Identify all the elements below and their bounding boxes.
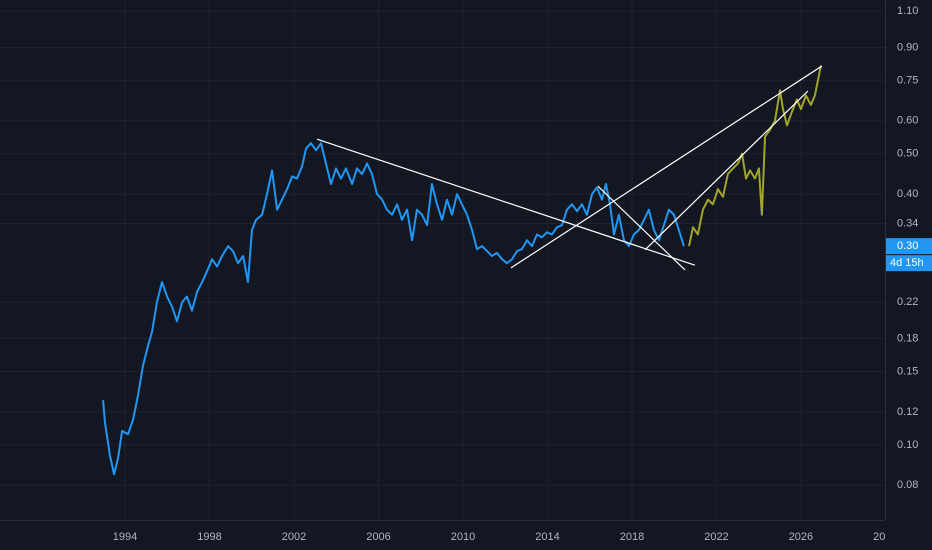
trend-line: [644, 90, 809, 251]
y-tick-label: 0.15: [897, 365, 918, 377]
trend-line: [316, 138, 696, 266]
line-series: [688, 65, 822, 247]
axes: 1.10 0.90 0.75 0.60 0.50 0.40 0.34 0.22 0.18 0.15…: [113, 5, 932, 550]
y-tick-label: 0.08: [897, 479, 918, 491]
countdown-label: 4d 15h: [890, 257, 924, 269]
y-tick-label: 0.40: [897, 188, 918, 200]
axis-panel: [886, 521, 932, 550]
last-price-label: 0.30: [897, 240, 918, 252]
y-tick-label: 0.75: [897, 74, 918, 86]
y-tick-label: 1.10: [897, 5, 918, 17]
y-tick-label: 0.60: [897, 115, 918, 127]
trend-line: [597, 185, 686, 271]
x-tick-label: 2010: [451, 531, 475, 543]
x-tick-label: 2026: [789, 531, 813, 543]
y-tick-label: 0.10: [897, 439, 918, 451]
trend-line: [510, 65, 823, 269]
y-tick-label: 0.12: [897, 406, 918, 418]
x-tick-label: 2006: [366, 531, 390, 543]
x-tick-label: 1994: [113, 531, 137, 543]
x-tick-label: 1998: [197, 531, 221, 543]
x-tick-label: 2014: [535, 531, 559, 543]
countdown-badge: [886, 255, 932, 272]
y-tick-label: 0.22: [897, 296, 918, 308]
x-tick-label: 2022: [704, 531, 728, 543]
plot-area: [102, 65, 823, 476]
last-price-badge: [886, 238, 932, 255]
y-tick-label: 0.90: [897, 41, 918, 53]
x-tick-label: 2002: [282, 531, 306, 543]
line-series: [102, 142, 685, 476]
y-tick-label: 0.34: [897, 217, 918, 229]
y-tick-label: 0.18: [897, 332, 918, 344]
y-tick-label: 0.50: [897, 148, 918, 160]
x-tick-label: 2018: [620, 531, 644, 543]
